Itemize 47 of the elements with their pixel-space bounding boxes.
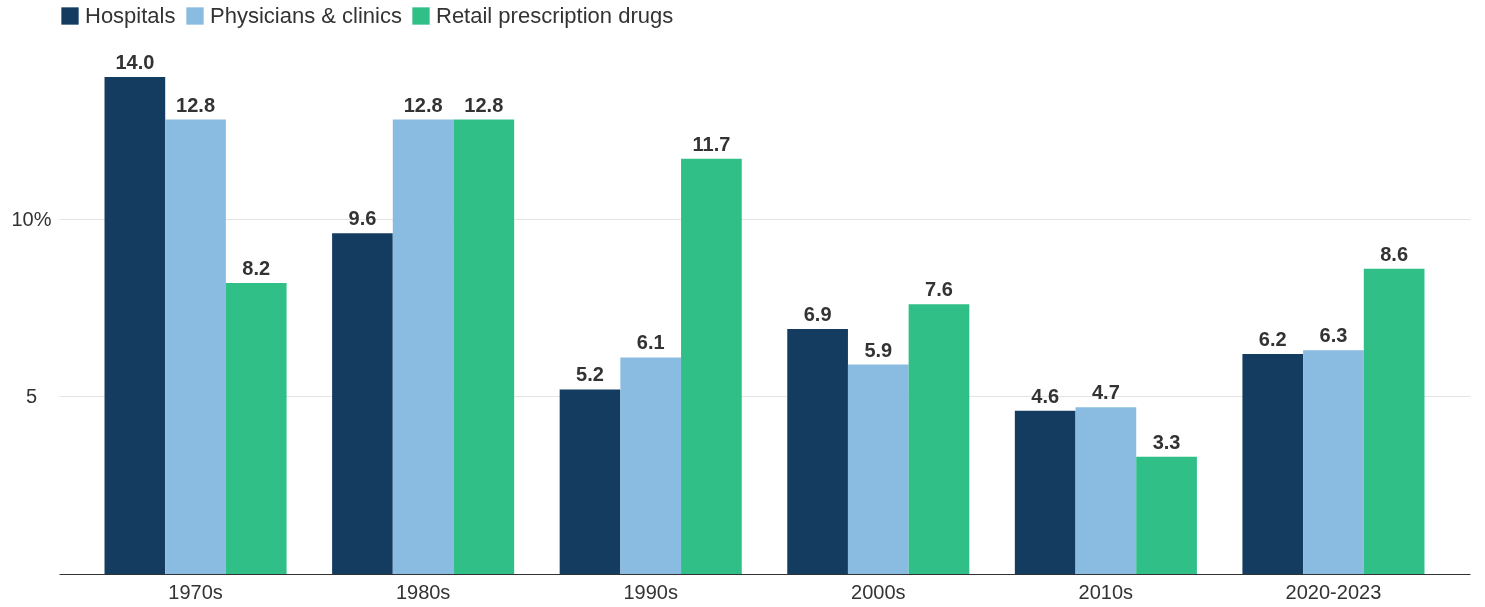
bar [392, 119, 454, 574]
bar [225, 282, 287, 574]
x-tick-label: 1990s [623, 580, 678, 603]
data-label: 8.6 [1380, 242, 1409, 265]
data-label: 12.8 [403, 93, 443, 116]
x-tick-label: 1970s [168, 580, 223, 603]
data-label: 6.1 [636, 331, 665, 354]
bar [1075, 407, 1137, 574]
bar [1242, 353, 1304, 574]
bar [1303, 350, 1364, 574]
data-label: 11.7 [692, 132, 731, 155]
data-label: 9.6 [348, 207, 377, 230]
data-label: 5.9 [864, 338, 893, 361]
bar [847, 364, 909, 574]
y-tick-label: 5 [25, 385, 38, 407]
bar [559, 389, 621, 574]
bar [908, 304, 970, 574]
legend-label: Physicians & clinics [210, 3, 402, 28]
data-label: 3.3 [1152, 430, 1181, 453]
bar [1363, 268, 1425, 574]
data-label: 7.6 [925, 278, 953, 301]
bar [787, 329, 848, 574]
x-tick-label: 1980s [395, 580, 451, 603]
data-label: 12.8 [176, 93, 216, 116]
bar [1136, 456, 1197, 574]
bar [681, 158, 742, 574]
legend-label: Hospitals [85, 3, 176, 28]
data-label: 8.2 [242, 256, 271, 279]
bar [165, 119, 226, 574]
bar [620, 357, 682, 574]
bar [332, 233, 393, 574]
legend-label: Retail prescription drugs [436, 3, 674, 28]
data-label: 4.7 [1091, 381, 1120, 404]
data-label: 4.6 [1031, 384, 1060, 407]
data-label: 14.0 [115, 51, 155, 73]
data-label: 5.2 [576, 363, 604, 386]
bar [453, 119, 515, 574]
data-label: 6.2 [1258, 327, 1287, 350]
data-label: 6.9 [803, 303, 832, 326]
x-tick-label: 2010s [1078, 580, 1134, 603]
x-tick-label: 2000s [851, 580, 906, 603]
x-tick-label: 2020-2023 [1285, 580, 1382, 603]
y-tick-label: 10% [11, 207, 52, 230]
bar [1014, 410, 1076, 574]
bar [104, 77, 166, 574]
data-label: 12.8 [464, 93, 504, 116]
data-label: 6.3 [1319, 324, 1348, 347]
